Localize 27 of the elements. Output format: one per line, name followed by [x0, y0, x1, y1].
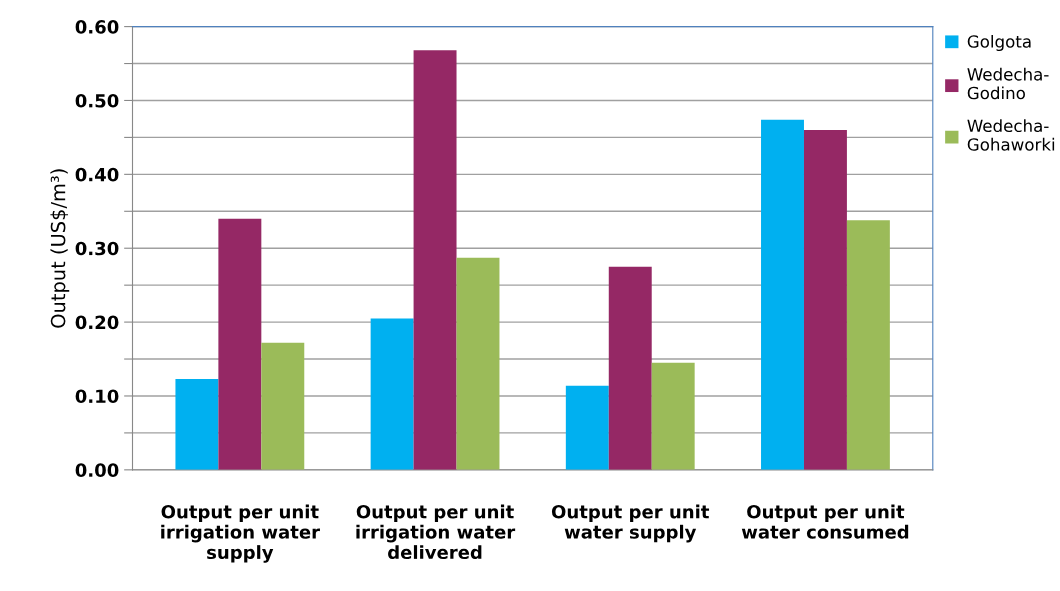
x-tick-label: Output per unit irrigation water delivered — [356, 504, 516, 560]
bar — [261, 342, 305, 470]
bar — [761, 119, 804, 470]
bar — [413, 50, 457, 470]
y-tick-label: 0.20 — [75, 315, 119, 330]
x-tick-label: Output per unit irrigation water supply — [161, 504, 320, 563]
bar — [565, 385, 609, 470]
bar — [846, 220, 890, 470]
legend-label: Wedecha- Gohaworki — [967, 119, 1055, 151]
y-tick-label: 0.40 — [75, 167, 119, 182]
y-tick-label: 0.50 — [75, 93, 119, 108]
bar — [370, 318, 414, 470]
bar — [651, 362, 695, 470]
bar — [608, 266, 652, 470]
y-axis-title: Output (US$/m³) — [50, 169, 70, 328]
y-tick-label: 0.10 — [75, 389, 119, 404]
x-tick-label: Output per unit water consumed — [741, 504, 909, 539]
legend-label: Wedecha- Godino — [967, 67, 1049, 100]
y-tick-label: 0.00 — [75, 463, 119, 477]
bar — [803, 130, 847, 470]
bar — [456, 257, 500, 470]
y-tick-label: 0.60 — [75, 20, 119, 34]
y-tick-label: 0.30 — [75, 241, 119, 256]
bar — [175, 378, 219, 470]
x-tick-label: Output per unit water supply — [551, 504, 710, 543]
bar — [218, 218, 262, 470]
legend-label: Golgota — [967, 34, 1031, 52]
